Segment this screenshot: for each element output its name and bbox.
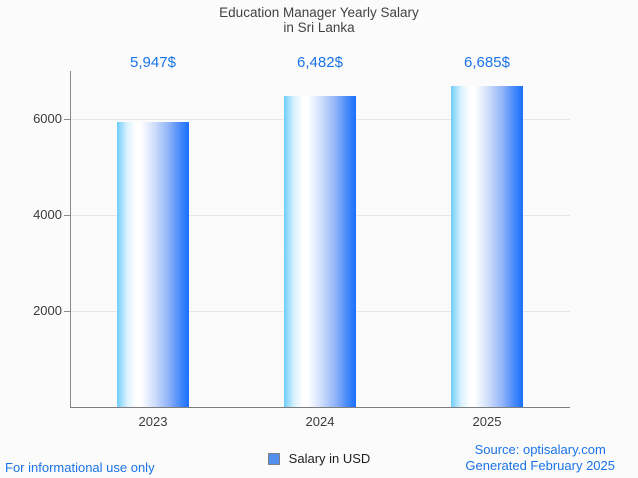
chart-title-line-2: in Sri Lanka <box>283 20 355 35</box>
chart-title: Education Manager Yearly Salary in Sri L… <box>0 5 638 35</box>
x-tick-label-2024: 2024 <box>305 414 335 429</box>
chart-title-line-1: Education Manager Yearly Salary <box>219 5 419 20</box>
generated-text: Generated February 2025 <box>465 458 615 473</box>
bar-2025 <box>451 86 523 407</box>
x-tick-label-2023: 2023 <box>138 414 168 429</box>
disclaimer-text: For informational use only <box>5 460 155 475</box>
y-axis-line <box>70 71 71 407</box>
legend-label: Salary in USD <box>288 451 371 466</box>
bar-value-label-2023: 5,947$ <box>130 54 176 71</box>
source-text: Source: optisalary.com <box>474 442 606 457</box>
x-axis-line <box>70 407 570 408</box>
bar-value-label-2025: 6,685$ <box>464 54 510 71</box>
y-tick-label-4000: 4000 <box>33 207 62 222</box>
bar-2024 <box>284 96 356 407</box>
y-tick-4000 <box>64 215 70 216</box>
x-tick-label-2025: 2025 <box>472 414 502 429</box>
y-tick-6000 <box>64 119 70 120</box>
y-tick-label-2000: 2000 <box>33 303 62 318</box>
bar-value-label-2024: 6,482$ <box>297 54 343 71</box>
source-block: Source: optisalary.com Generated Februar… <box>465 442 615 474</box>
y-tick-label-6000: 6000 <box>33 111 62 126</box>
legend: Salary in USD <box>0 451 638 466</box>
bar-2023 <box>117 122 189 407</box>
y-tick-2000 <box>64 311 70 312</box>
legend-swatch-icon <box>267 452 280 465</box>
